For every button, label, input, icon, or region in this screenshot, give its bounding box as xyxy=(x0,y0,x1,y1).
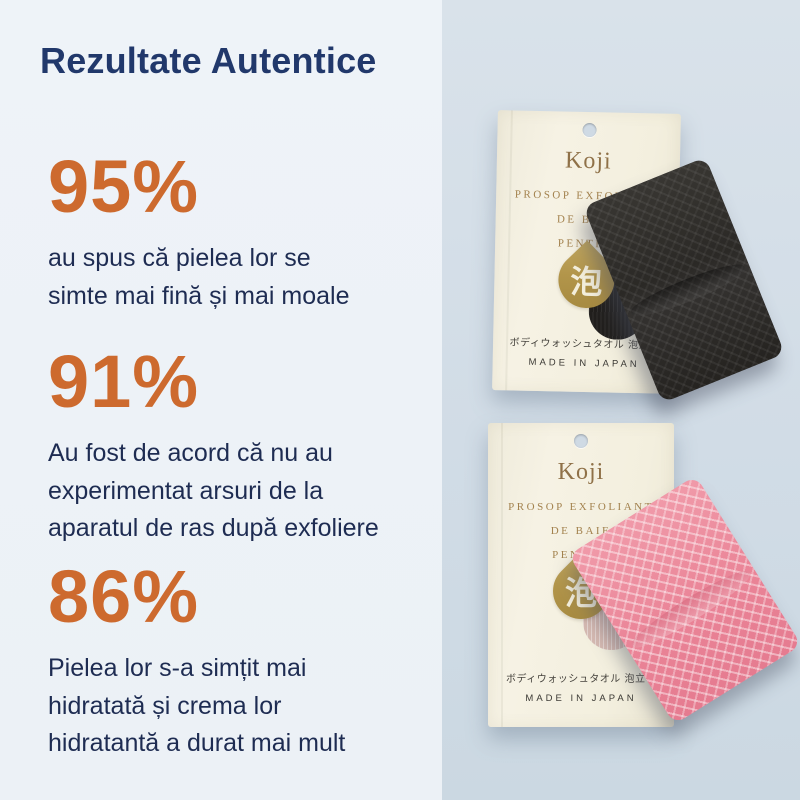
hang-hole xyxy=(581,122,597,138)
origin-label: MADE IN JAPAN xyxy=(525,693,637,704)
stat-description: au spus că pielea lor se simte mai fină … xyxy=(48,244,350,310)
brand-logo: Koji xyxy=(557,459,605,485)
stat-description: Pielea lor s-a simțit mai hidratată și c… xyxy=(48,654,346,757)
stat-value: 95% xyxy=(48,145,200,228)
stat-description: Au fost de acord că nu au experimentat a… xyxy=(48,439,379,542)
left-background-panel xyxy=(0,0,442,800)
product-name-line: DE BAIE xyxy=(550,525,612,537)
stat-item: 95% au spus că pielea lor se simte mai f… xyxy=(48,150,438,315)
stat-value: 86% xyxy=(48,555,200,638)
stat-item: 91% Au fost de acord că nu au experiment… xyxy=(48,345,438,548)
brand-logo: Koji xyxy=(564,147,613,175)
japanese-label: ボディウォッシュタオル 泡立ち xyxy=(506,674,656,685)
hang-hole xyxy=(574,434,588,448)
product-photo-pink-towel: Koji PROSOP EXFOLIANT DE BAIE PENTRU 泡 ボ… xyxy=(488,423,800,727)
product-name-line: PROSOP EXFOLIANT xyxy=(508,501,654,513)
product-photo-black-towel: Koji PROSOP EXFOLIANT DE BAIE PENTRU 泡 ボ… xyxy=(492,110,785,404)
stat-item: 86% Pielea lor s-a simțit mai hidratată … xyxy=(48,560,438,763)
stat-value: 91% xyxy=(48,340,200,423)
page-title: Rezultate Autentice xyxy=(40,40,377,81)
